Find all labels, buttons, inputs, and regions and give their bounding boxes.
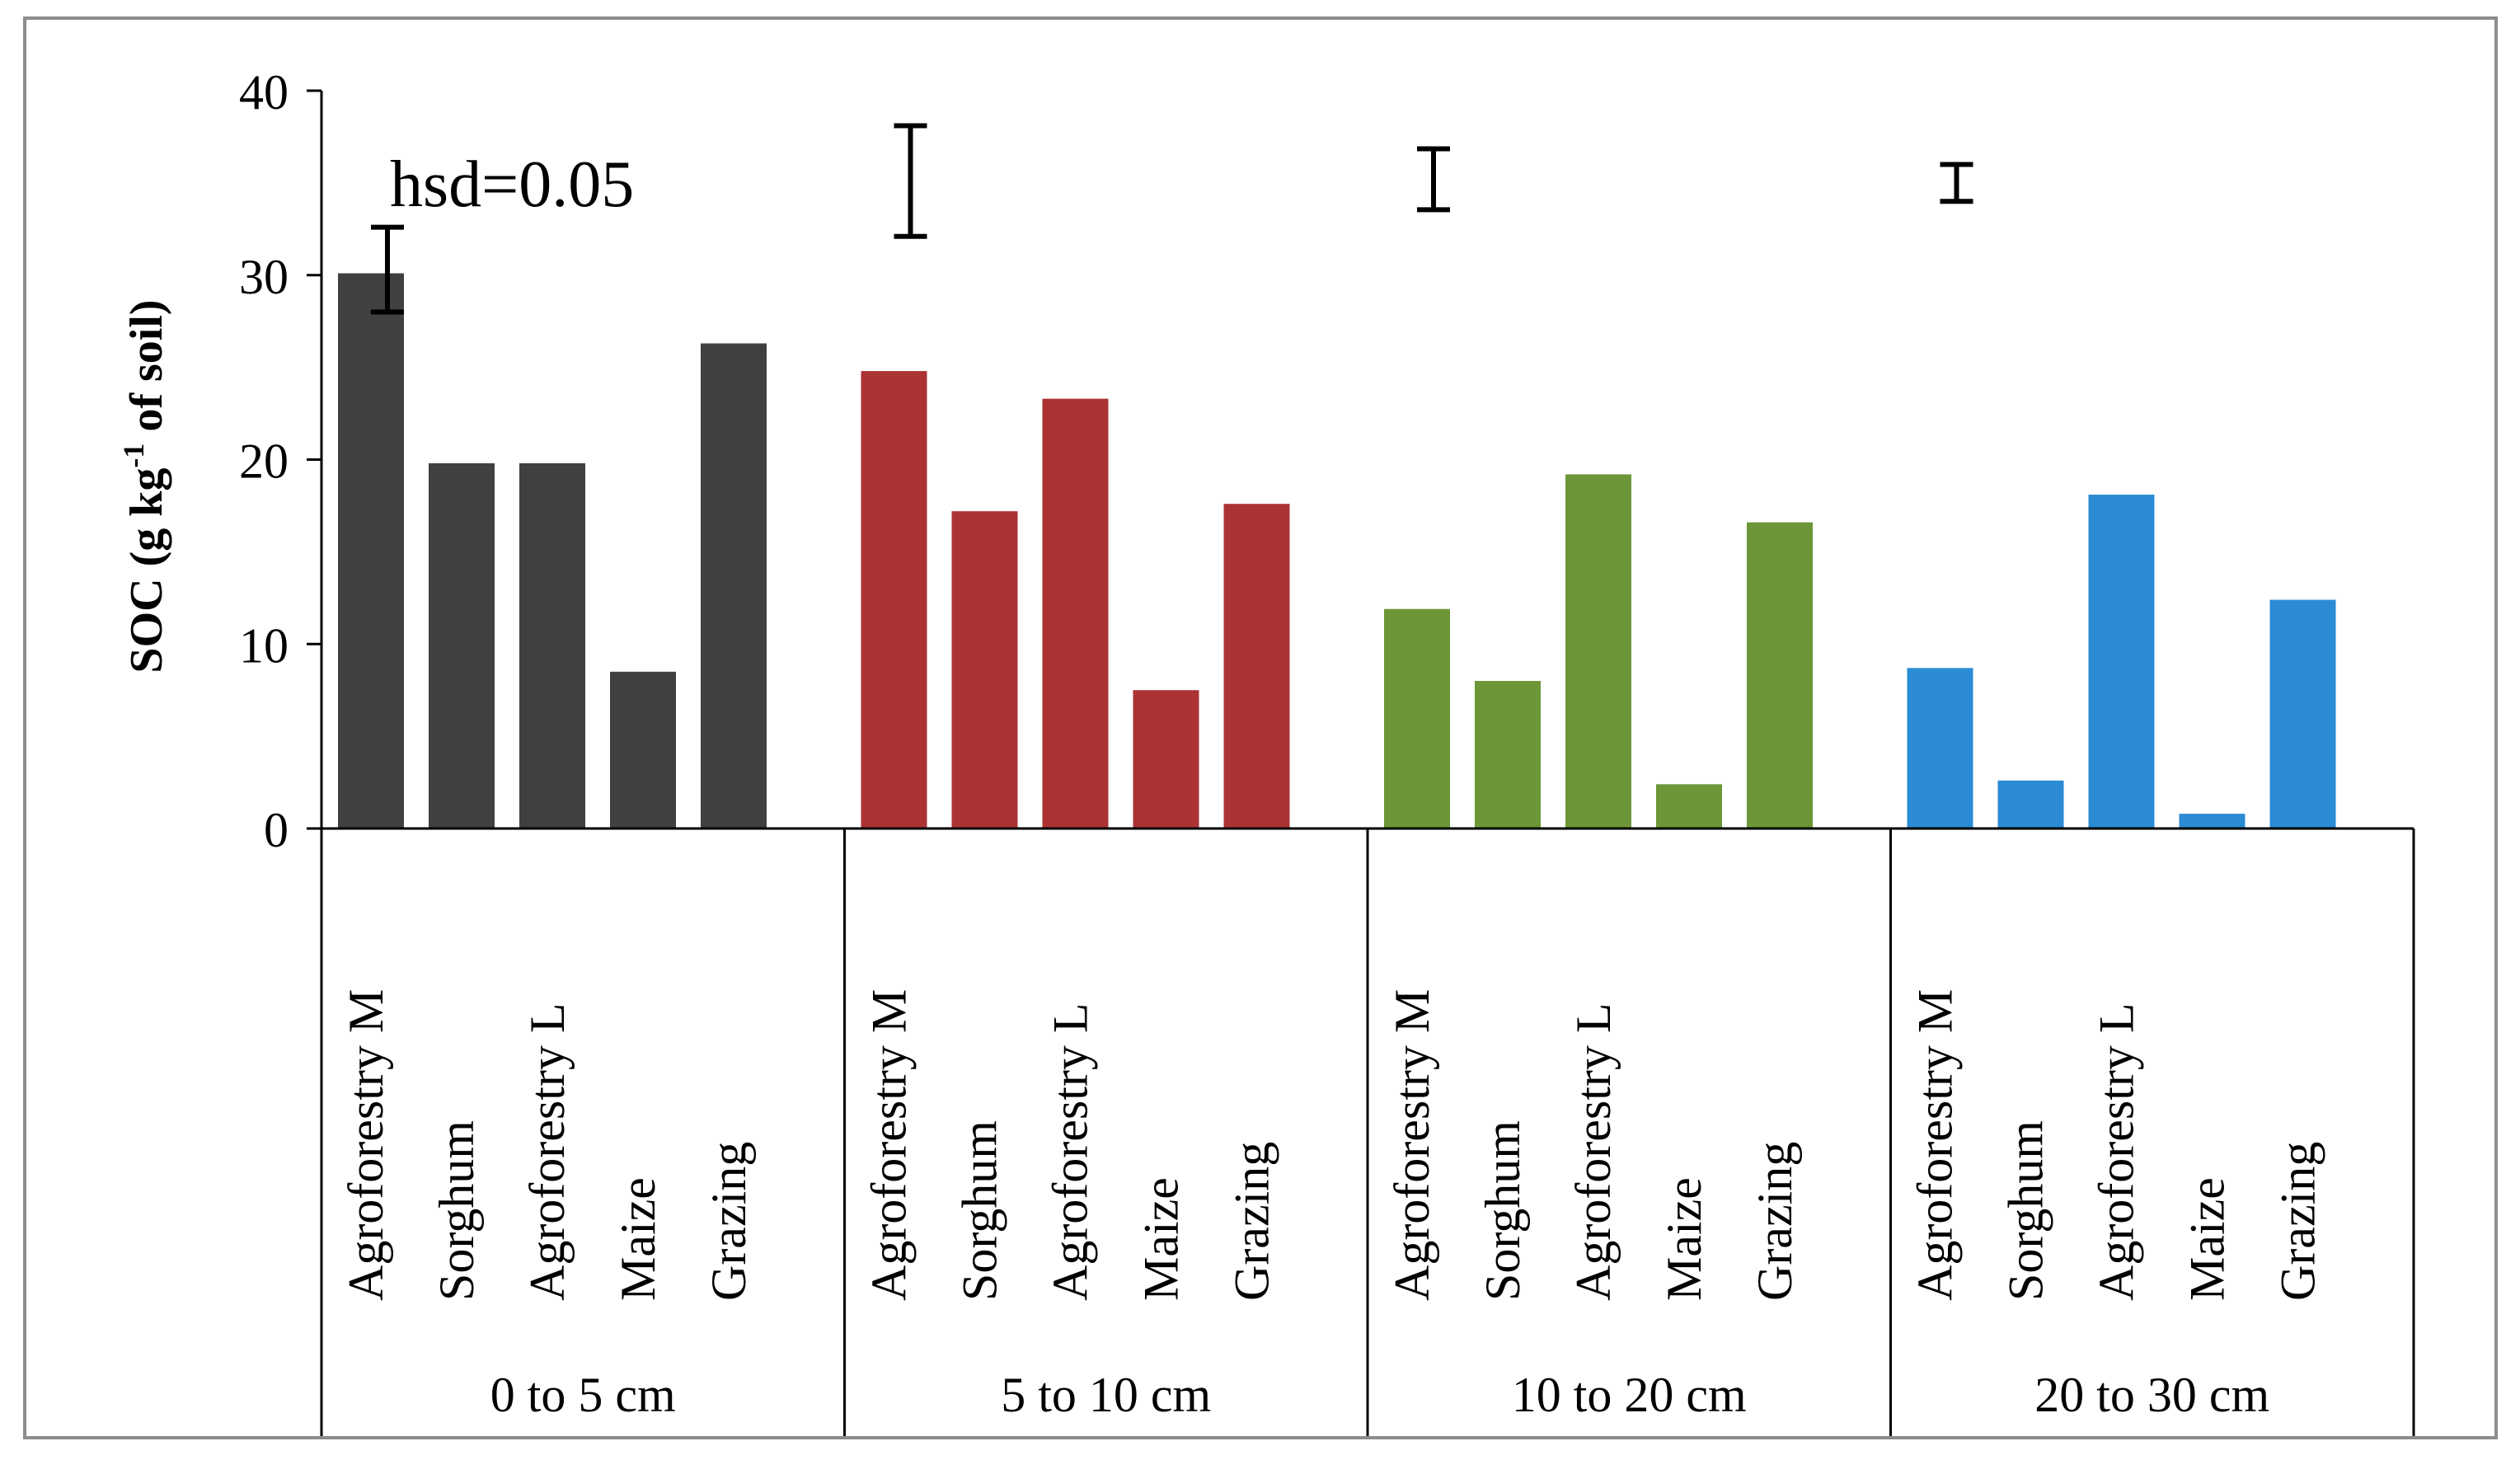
bar <box>429 462 495 829</box>
y-tick-label: 40 <box>239 65 289 120</box>
category-label: Sorghum <box>1998 1120 2053 1301</box>
y-axis-label-suffix: of soil) <box>121 299 172 443</box>
bar <box>861 371 927 829</box>
x-axis: Agroforestry M Sorghum Agroforestry L Maize… <box>320 827 2415 1436</box>
y-axis: 0 10 20 30 40 <box>239 65 323 857</box>
bar <box>1133 690 1199 829</box>
group-label: 20 to 30 cm <box>2034 1368 2269 1422</box>
category-label: Agroforestry M <box>1385 989 1439 1301</box>
y-tick-label: 20 <box>239 434 289 489</box>
category-label: Agroforestry L <box>2089 1002 2143 1301</box>
y-axis-label: SOC (g kg-1 of soil) <box>117 299 172 673</box>
bar <box>519 462 585 829</box>
bar <box>1223 504 1290 829</box>
bar <box>1997 780 2064 829</box>
bar <box>1475 681 1541 829</box>
y-tick-label: 30 <box>239 250 289 304</box>
category-label: Sorghum <box>952 1120 1007 1301</box>
category-label: Maize <box>2180 1177 2234 1301</box>
bar <box>1565 474 1631 829</box>
bar <box>1747 522 1813 829</box>
bar <box>610 671 676 829</box>
group-label: 0 to 5 cm <box>490 1368 676 1422</box>
y-tick-label: 0 <box>264 803 289 857</box>
bar <box>1907 668 1973 829</box>
category-label: Agroforestry M <box>339 989 393 1301</box>
category-label: Maize <box>1657 1177 1711 1301</box>
category-label: Grazing <box>1748 1142 1802 1301</box>
category-label: Agroforestry M <box>1908 989 1962 1301</box>
bar <box>701 343 767 829</box>
y-tick-label: 10 <box>239 618 289 673</box>
category-label: Agroforestry L <box>1566 1002 1621 1301</box>
bar <box>1656 784 1722 829</box>
hsd-error-bars <box>371 123 1973 315</box>
category-label: Grazing <box>702 1142 756 1301</box>
group-label: 5 to 10 cm <box>1001 1368 1211 1422</box>
group-label: 10 to 20 cm <box>1512 1368 1747 1422</box>
category-label: Agroforestry L <box>520 1002 575 1301</box>
category-label: Agroforestry L <box>1043 1002 1097 1301</box>
bar <box>1042 398 1109 829</box>
bar <box>2179 814 2245 829</box>
bar <box>2088 495 2155 829</box>
category-label: Grazing <box>1224 1142 1279 1301</box>
category-label: Maize <box>1133 1177 1188 1301</box>
category-label: Grazing <box>2270 1142 2325 1301</box>
category-label: Sorghum <box>1476 1120 1530 1301</box>
bar <box>338 273 404 829</box>
bar <box>951 511 1018 829</box>
category-label: Agroforestry M <box>861 989 916 1301</box>
y-axis-label-prefix: SOC (g kg <box>121 468 172 674</box>
category-label: Sorghum <box>429 1120 484 1301</box>
bars-layer <box>338 273 2336 829</box>
y-axis-label-superscript: -1 <box>117 444 150 468</box>
category-label: Maize <box>611 1177 665 1301</box>
bar <box>1384 608 1450 829</box>
bar <box>2269 599 2336 829</box>
hsd-label: hsd=0.05 <box>390 148 634 221</box>
